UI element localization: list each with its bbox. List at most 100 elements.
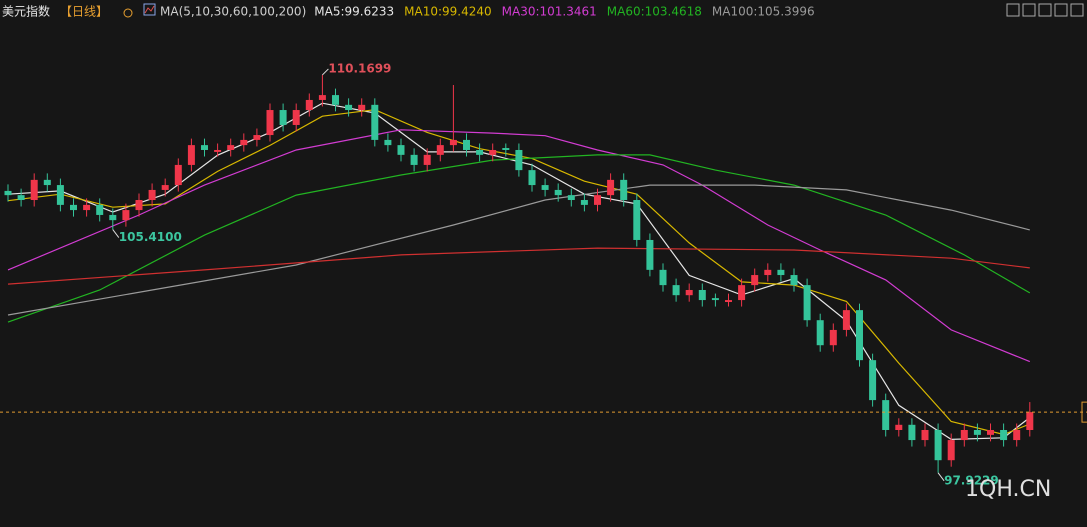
candle-body (698, 289, 706, 301)
candle-body (227, 145, 235, 150)
candle-body (279, 110, 287, 125)
candle-body (122, 210, 130, 221)
candle-body (148, 189, 156, 201)
ma-line (7, 129, 1031, 363)
legend-entry: MA10:99.4240 (404, 5, 492, 19)
candle-body (921, 429, 929, 441)
candle-body (70, 204, 77, 211)
candle-body (751, 275, 759, 286)
candle-body (305, 99, 313, 111)
candle-body (882, 400, 890, 430)
candle-body (816, 320, 824, 346)
settings-icon[interactable] (123, 8, 133, 18)
annotation: 110.1699 (328, 61, 391, 75)
candle-body (423, 154, 431, 165)
candle-body (1000, 429, 1008, 441)
annotation: 97.9229 (944, 473, 999, 487)
candle-body (541, 185, 549, 190)
candle-body (947, 440, 955, 461)
candle-body (489, 149, 497, 155)
candle-body (358, 104, 366, 111)
candle-body (515, 149, 523, 171)
candle-body (987, 429, 994, 435)
last-price-marker (1081, 401, 1087, 423)
legend-entry: MA100:105.3996 (712, 5, 815, 19)
tool-button[interactable] (1022, 3, 1036, 17)
tool-button[interactable] (1006, 3, 1020, 17)
candle-body (685, 289, 693, 296)
candle-body (607, 179, 615, 196)
candle-body (973, 429, 981, 435)
candle-body (187, 145, 195, 165)
candle-body (4, 190, 12, 196)
candle-body (594, 195, 601, 205)
candle-body (253, 135, 261, 140)
candle-body (17, 195, 25, 201)
candle-body (711, 298, 719, 301)
candle-body (672, 285, 680, 296)
annotation-tick (322, 68, 329, 76)
candle-body (463, 139, 470, 150)
candle-body (528, 170, 536, 186)
candle-body (554, 189, 562, 196)
candle-body (30, 179, 38, 201)
toolbar (1006, 3, 1084, 17)
candle-body (659, 269, 667, 286)
candle-body (633, 200, 641, 240)
candle-body (1026, 412, 1034, 430)
candle-body (214, 149, 222, 152)
candle-body (803, 285, 811, 321)
candle-body (292, 110, 300, 125)
candle-body (410, 154, 418, 165)
candle-body (580, 200, 588, 205)
candle-body (266, 110, 274, 136)
title: 美元指数 (2, 4, 50, 19)
tool-button[interactable] (1070, 3, 1084, 17)
ma-label: MA(5,10,30,60,100,200) (160, 5, 306, 19)
header: 美元指数 【日线】 MA(5,10,30,60,100,200) (2, 3, 306, 19)
candle-body (908, 424, 916, 441)
candle-body (240, 139, 248, 146)
candle-body (161, 185, 169, 190)
ma-line (7, 247, 1030, 285)
candle-body (829, 329, 837, 346)
candle-body (56, 185, 64, 205)
period[interactable]: 【日线】 (60, 5, 108, 19)
candle-body (384, 139, 392, 146)
candle-body (620, 179, 628, 201)
annotation-tick (937, 472, 945, 482)
annotation-tick (112, 229, 120, 238)
candle-body (856, 310, 863, 361)
tool-button[interactable] (1038, 3, 1052, 17)
tool-button[interactable] (1054, 3, 1068, 17)
candle-body (345, 104, 353, 111)
legend-entry: MA60:103.4618 (607, 5, 702, 19)
candle-body (135, 200, 143, 211)
candle-body (646, 239, 654, 270)
legend-entry: MA30:101.3461 (502, 5, 597, 19)
candle-body (371, 104, 379, 140)
candle-body (449, 139, 457, 146)
candle-body (502, 148, 510, 150)
candle-body (397, 145, 405, 155)
candle-body (436, 145, 444, 155)
candle-body (1013, 429, 1021, 441)
candle-body (96, 204, 104, 215)
candle-body (201, 145, 208, 150)
ma-icon (143, 3, 156, 16)
candle-body (842, 310, 850, 330)
candle-body (174, 164, 182, 186)
candle-body (725, 300, 732, 303)
candle-body (738, 285, 746, 301)
candle-body (332, 95, 339, 105)
candle-body (476, 149, 484, 155)
ma-line (7, 154, 1031, 323)
candle-body (895, 424, 903, 430)
candle-body (109, 214, 117, 221)
annotation: 105.4100 (119, 230, 182, 244)
ma-icon-line (144, 5, 155, 14)
candle-body (790, 275, 798, 286)
candle-body (960, 429, 968, 441)
